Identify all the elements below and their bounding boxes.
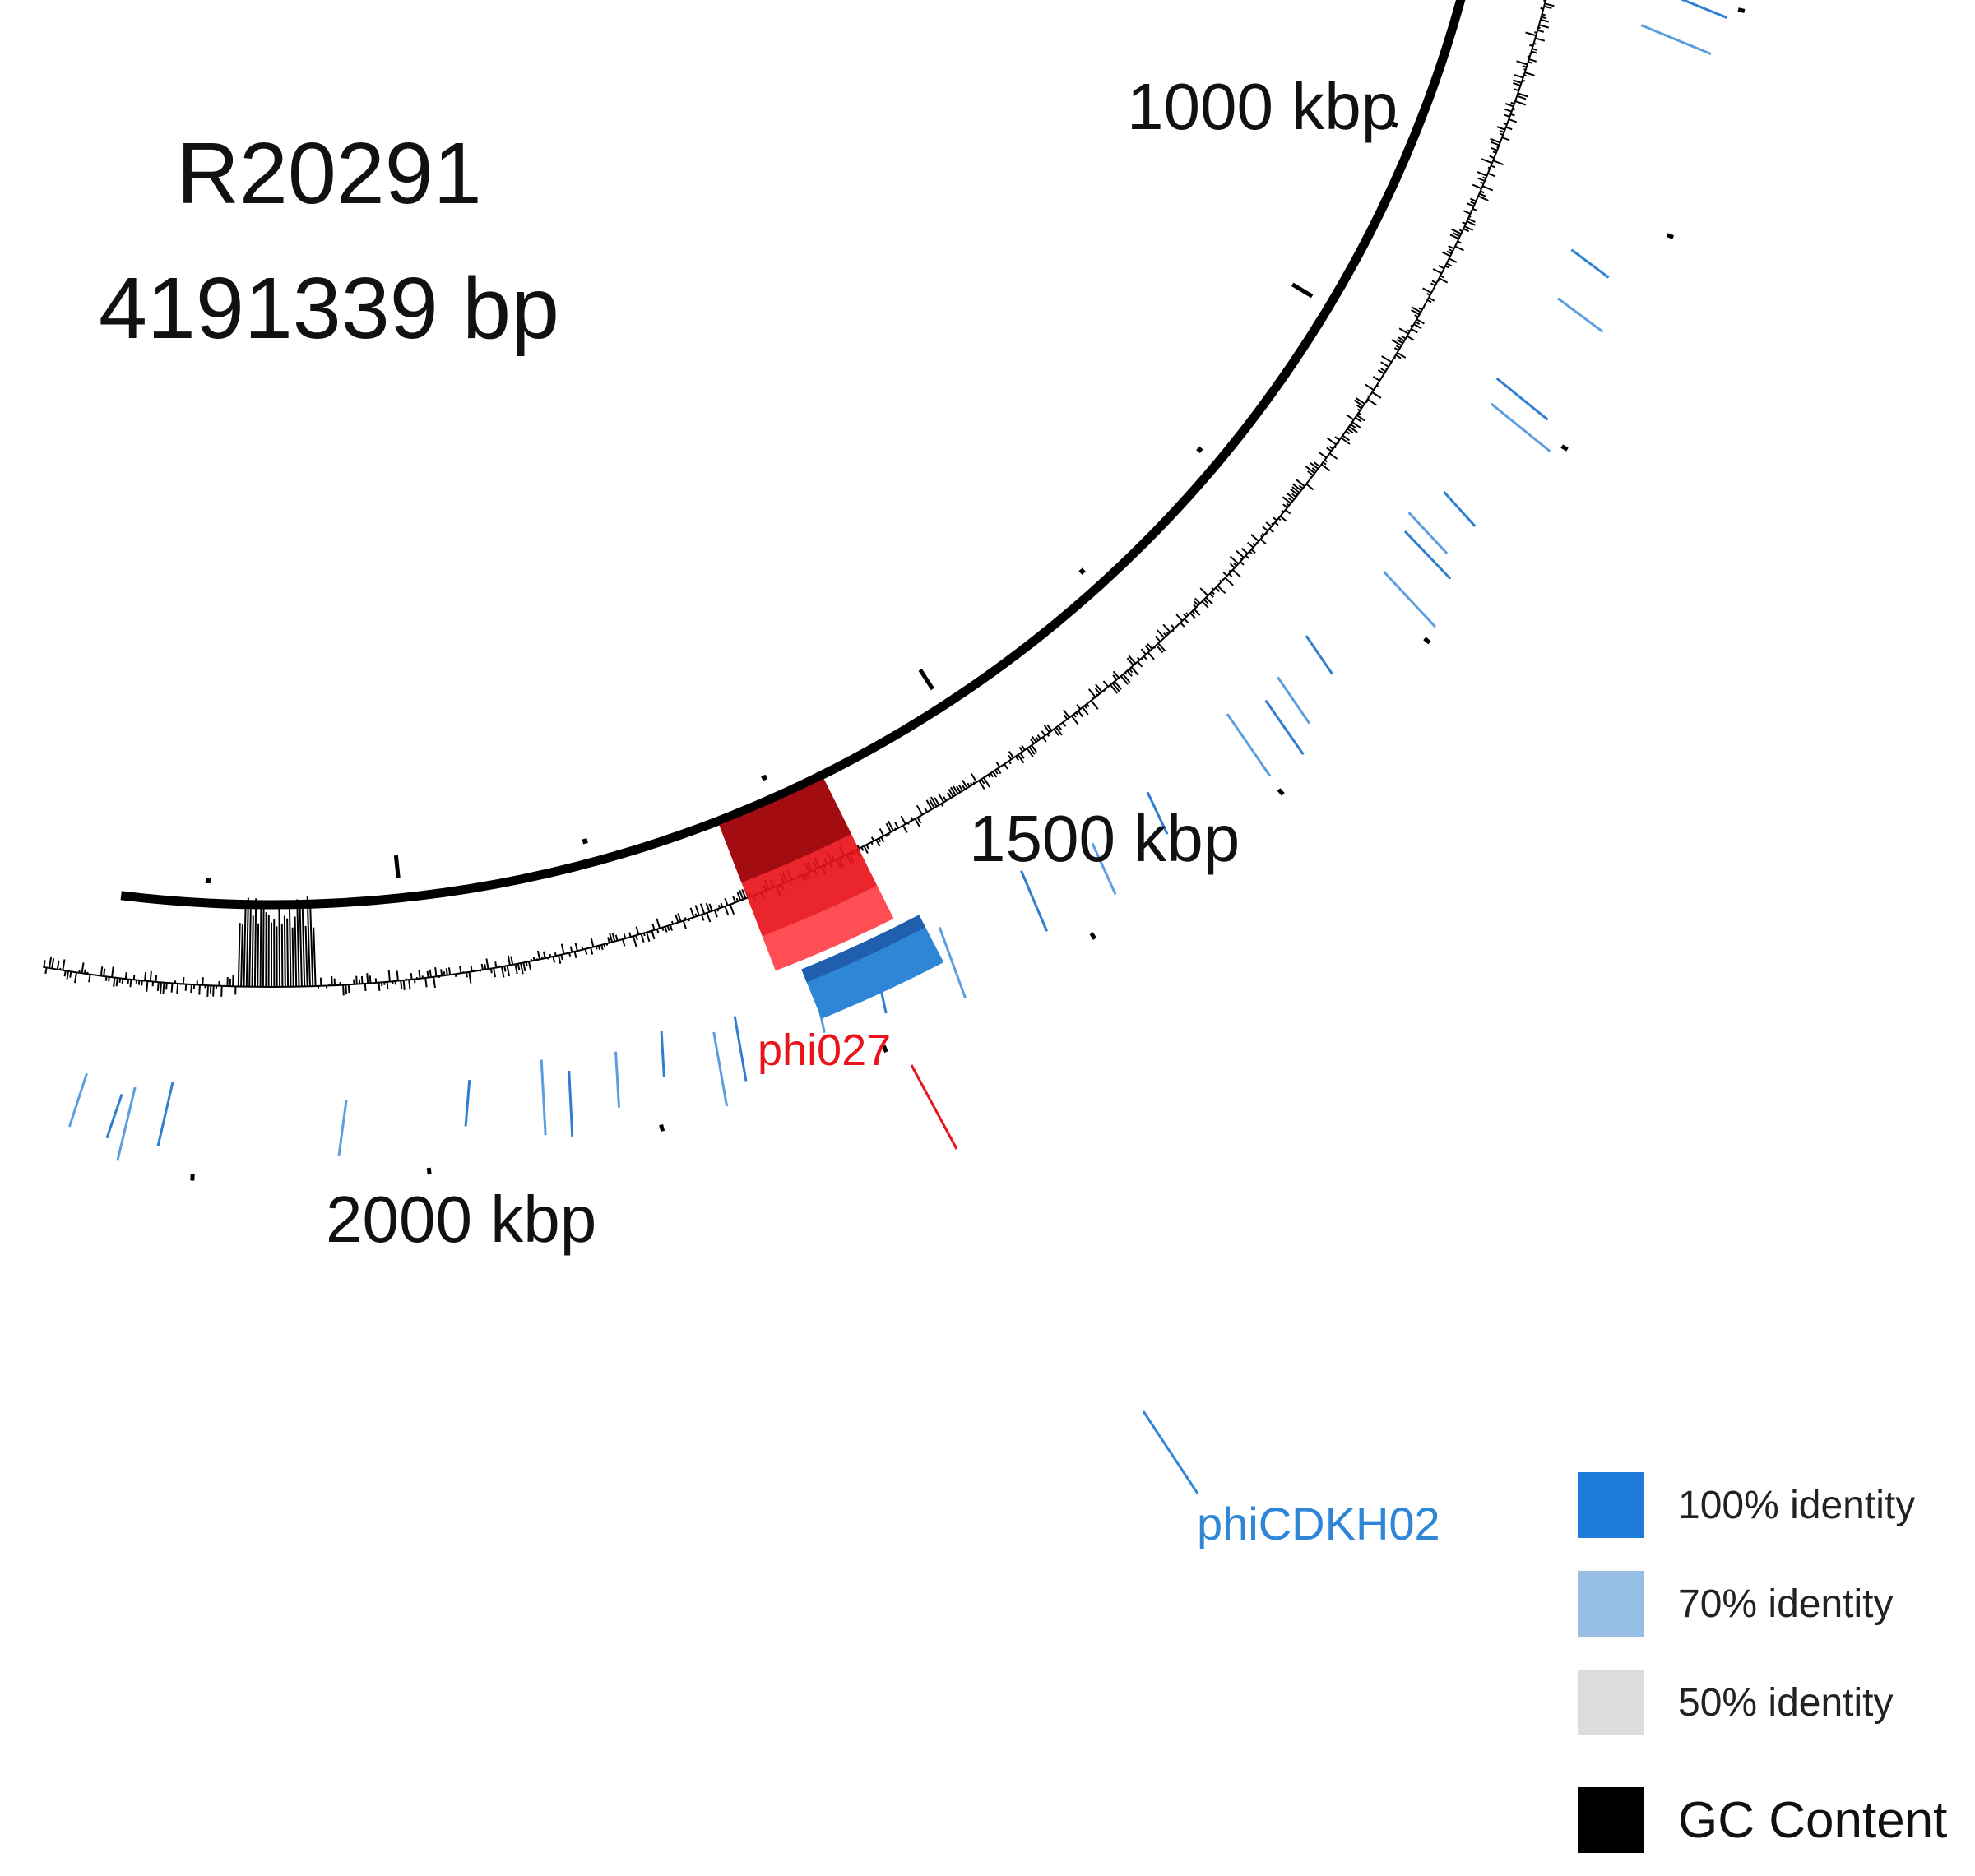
legend-swatch-100 [1578,1472,1644,1538]
legend-swatch-50 [1578,1670,1644,1735]
identity-hit [1305,635,1333,675]
identity-hit [1557,297,1604,333]
phiCDKH02-region [801,915,944,1019]
phi027-region-band [719,778,851,883]
identity-hit [105,1093,123,1139]
ring-tick [393,855,401,879]
scale-label-1500kbp: 1500 kbp [969,802,1240,875]
identity-hit [1570,248,1610,279]
identity-hit [156,1082,174,1147]
outer-dot [1737,7,1746,13]
identity-hit [1407,512,1449,554]
outer-dot [1666,233,1675,239]
backbone-arc [120,0,1466,910]
ring-tick [1291,282,1314,299]
ring-tick [1196,446,1203,454]
genome-name: R20291 [176,125,482,222]
legend-label-gc: GC Content [1678,1791,1948,1849]
ring-tick [918,669,934,691]
identity-hit [116,1086,137,1161]
legend-swatch-70 [1578,1571,1644,1637]
phi027-leader-line [910,1064,958,1150]
gc-baseline [43,0,1547,988]
legend-item-50-identity: 50% identity [1578,1670,1894,1735]
outer-dot [1423,637,1431,645]
identity-hit [568,1070,574,1137]
identity-hit [464,1080,471,1127]
identity-hit [1264,699,1305,756]
identity-hit [1277,676,1311,725]
identity-hit [1146,791,1169,835]
legend-swatch-gc [1578,1787,1644,1853]
identity-hit [1490,402,1551,452]
legend-label-70: 70% identity [1678,1582,1894,1626]
legend-item-100-identity: 100% identity [1578,1472,1915,1538]
ring-tick [1078,567,1086,575]
outer-dots [190,7,1746,1181]
identity-hit [660,1031,665,1077]
phiCDKH02-region-band [801,915,926,983]
identity-hit [1020,870,1049,932]
identity-hit [1640,24,1712,56]
outer-dot [1560,444,1569,452]
identity-hit [1443,491,1477,527]
identity-hit [1403,530,1452,580]
identity-hit [712,1031,729,1107]
blast-identity-track [67,0,1728,1161]
genome-backbone-ring [120,0,1466,910]
legend-item-70-identity: 70% identity [1578,1571,1894,1637]
scale-label-1000kbp: 1000 kbp [1127,70,1398,143]
ring-tick [582,838,588,845]
identity-hit [1091,842,1117,896]
phi027-region-edge [762,885,894,971]
identity-hit [1680,0,1728,19]
ring-tick [761,774,768,781]
phiCDKH02-leader-line [1142,1410,1199,1494]
identity-hit [614,1051,621,1108]
outer-dot [1089,932,1097,940]
phage-regions [719,778,944,1019]
identity-hit [1495,377,1549,421]
identity-hit [1226,713,1272,777]
outer-dot [882,1045,888,1054]
scale-label-2000kbp: 2000 kbp [326,1183,596,1256]
identity-hit [733,1016,748,1082]
identity-hit [938,926,967,999]
identity-hit [337,1100,348,1156]
identity-hit [1383,570,1436,628]
phiCDKH02-label: phiCDKH02 [1197,1498,1440,1549]
identity-hit [540,1059,547,1136]
outer-dot [1277,788,1285,796]
identity-hit [67,1072,88,1128]
genome-length: 4191339 bp [98,260,560,357]
phi027-label: phi027 [758,1026,891,1075]
legend-item-gc-content: GC Content [1578,1787,1947,1853]
backbone-ticks [205,121,1398,884]
legend-label-50: 50% identity [1678,1680,1894,1725]
ring-tick [1391,121,1398,128]
legend-label-100: 100% identity [1678,1483,1916,1527]
outer-dot [659,1123,665,1133]
